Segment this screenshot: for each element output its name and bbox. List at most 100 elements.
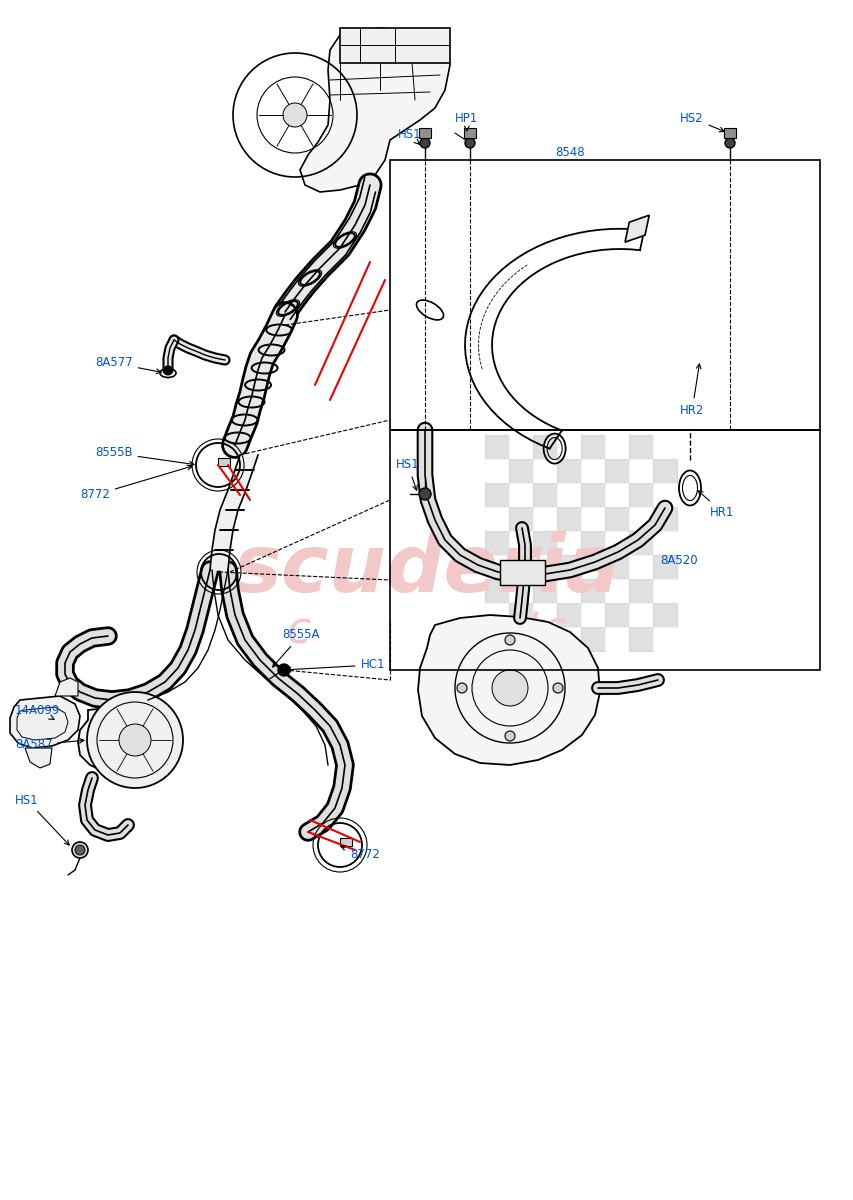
Polygon shape <box>210 455 258 570</box>
Bar <box>485 434 508 458</box>
Bar <box>508 530 532 554</box>
Bar <box>390 160 819 430</box>
Bar <box>508 554 532 578</box>
Bar <box>556 434 580 458</box>
Circle shape <box>724 138 734 148</box>
Bar <box>629 554 653 578</box>
Bar <box>508 602 532 626</box>
Bar <box>218 458 229 466</box>
Circle shape <box>456 683 467 692</box>
Bar <box>499 560 544 584</box>
Bar <box>532 626 556 650</box>
Bar <box>580 554 604 578</box>
Text: HR2: HR2 <box>679 364 704 416</box>
Bar <box>532 434 556 458</box>
Bar <box>485 626 508 650</box>
Bar <box>556 626 580 650</box>
Bar <box>629 578 653 602</box>
Bar <box>532 482 556 506</box>
Text: HS1: HS1 <box>397 128 421 144</box>
Circle shape <box>504 635 514 646</box>
Bar <box>629 482 653 506</box>
Text: 8772: 8772 <box>80 466 192 502</box>
Bar <box>390 430 819 670</box>
Bar <box>629 458 653 482</box>
Text: 8A577: 8A577 <box>95 356 161 373</box>
Bar <box>629 506 653 530</box>
Bar <box>508 434 532 458</box>
Circle shape <box>72 842 88 858</box>
Bar <box>653 578 676 602</box>
Circle shape <box>420 138 430 148</box>
Text: HC1: HC1 <box>286 659 385 672</box>
Bar <box>580 482 604 506</box>
Bar <box>604 506 629 530</box>
Circle shape <box>164 366 171 374</box>
Bar <box>629 530 653 554</box>
Bar <box>485 458 508 482</box>
Bar <box>463 128 475 138</box>
Bar <box>580 458 604 482</box>
Text: 8555A: 8555A <box>272 629 319 667</box>
Bar <box>556 458 580 482</box>
Bar <box>604 626 629 650</box>
Bar <box>604 434 629 458</box>
Text: c          parts: c parts <box>287 608 566 652</box>
Bar <box>653 482 676 506</box>
Bar <box>580 506 604 530</box>
Circle shape <box>464 138 474 148</box>
Bar <box>556 602 580 626</box>
Bar <box>604 530 629 554</box>
Circle shape <box>278 664 290 676</box>
Text: HS1: HS1 <box>15 793 69 845</box>
Text: HS1: HS1 <box>396 458 419 491</box>
Bar <box>580 530 604 554</box>
Bar <box>604 482 629 506</box>
Bar <box>556 482 580 506</box>
Bar <box>485 554 508 578</box>
Polygon shape <box>299 28 450 192</box>
Bar <box>556 554 580 578</box>
Circle shape <box>504 731 514 740</box>
Bar <box>556 530 580 554</box>
Bar <box>653 554 676 578</box>
Bar <box>485 506 508 530</box>
Bar <box>508 578 532 602</box>
Bar <box>485 530 508 554</box>
Circle shape <box>282 103 306 127</box>
Bar <box>485 578 508 602</box>
Polygon shape <box>417 614 600 766</box>
Polygon shape <box>78 706 177 778</box>
Text: 8555B: 8555B <box>95 446 194 466</box>
Bar <box>508 626 532 650</box>
Bar <box>629 602 653 626</box>
Text: HP1: HP1 <box>455 112 478 131</box>
Bar <box>580 578 604 602</box>
Circle shape <box>553 683 562 692</box>
Bar <box>580 434 604 458</box>
Bar <box>485 482 508 506</box>
Bar <box>339 28 450 62</box>
Polygon shape <box>25 748 52 768</box>
Bar <box>653 530 676 554</box>
Bar <box>723 128 735 138</box>
Bar <box>508 506 532 530</box>
Bar <box>532 506 556 530</box>
Text: 8548: 8548 <box>554 146 584 160</box>
Bar <box>508 458 532 482</box>
Bar <box>580 626 604 650</box>
Circle shape <box>75 845 85 854</box>
Bar <box>653 458 676 482</box>
Text: scuderia: scuderia <box>233 530 620 608</box>
Circle shape <box>87 692 183 788</box>
Bar <box>532 554 556 578</box>
Bar <box>653 602 676 626</box>
Text: 14A099: 14A099 <box>15 703 61 720</box>
Bar <box>339 838 351 846</box>
Polygon shape <box>10 696 80 748</box>
Text: 8A520: 8A520 <box>659 553 697 566</box>
Text: 8772: 8772 <box>340 846 380 862</box>
Bar <box>419 128 431 138</box>
Circle shape <box>491 670 527 706</box>
Text: 8A587: 8A587 <box>15 738 84 751</box>
